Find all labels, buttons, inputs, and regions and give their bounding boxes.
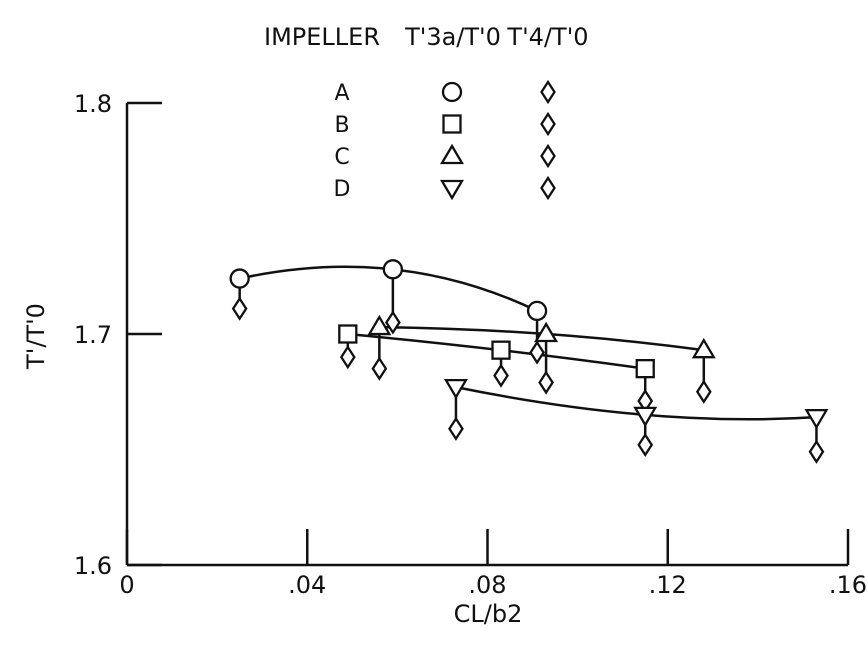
t4-point-impeller-d (637, 432, 654, 457)
t4-point-impeller-b (339, 344, 356, 370)
legend-t3a-marker-d (439, 179, 465, 201)
legend-t4-marker-a (540, 79, 556, 105)
t4-point-impeller-d (808, 439, 825, 464)
legend-t3a-marker-c (439, 143, 465, 165)
legend-t4-marker-b (540, 111, 556, 137)
t3a-point-impeller-b (635, 358, 655, 379)
legend-label-d: D (334, 177, 351, 202)
data-marks (229, 259, 829, 464)
x-axis-label: CL/b2 (454, 600, 523, 628)
x-tick-label: .04 (288, 571, 326, 599)
t4-point-impeller-c (371, 356, 388, 381)
legend-label-c: C (334, 145, 349, 170)
t4-point-impeller-c (538, 370, 554, 395)
t4-point-impeller-d (448, 416, 464, 441)
t4-point-impeller-a (384, 310, 401, 335)
legend-t4-marker-d (540, 175, 556, 201)
x-tick-label: 0 (119, 571, 134, 599)
t4-point-impeller-c (695, 379, 712, 404)
t3a-point-impeller-c (691, 337, 716, 359)
legend-header-t3a: T'3a/T'0 (404, 23, 501, 51)
y-tick-label: 1.6 (74, 552, 112, 580)
axes: 0 .04 .08 .12 .16 1.6 1.7 1.8 CL/b2 T'/T'0 (22, 90, 867, 628)
legend-label-a: A (334, 81, 349, 106)
curve-impeller-d (455, 385, 817, 421)
y-tick-label: 1.7 (74, 321, 112, 349)
t3a-point-impeller-d (804, 409, 829, 430)
legend-header-t4: T'4/T'0 (506, 23, 588, 51)
t4-point-impeller-b (493, 363, 509, 388)
legend-t4-marker-c (540, 143, 556, 169)
t3a-point-impeller-c (367, 314, 392, 336)
t3a-point-impeller-a (229, 268, 250, 289)
x-tick-label: .12 (649, 571, 687, 599)
x-tick-label: .08 (468, 571, 506, 599)
t3a-point-impeller-a (382, 259, 404, 280)
t3a-point-impeller-a (526, 300, 548, 322)
t4-point-impeller-a (529, 340, 545, 365)
legend-label-b: B (334, 113, 349, 138)
legend-t3a-marker-a (441, 81, 463, 103)
t3a-point-impeller-b (491, 340, 511, 360)
fit-curves (239, 265, 817, 421)
x-tick-label: .16 (829, 571, 867, 599)
y-tick-label: 1.8 (74, 90, 112, 118)
t4-point-impeller-a (231, 296, 248, 321)
y-axis-label: T'/T'0 (22, 303, 50, 370)
t3a-point-impeller-b (338, 324, 358, 344)
legend-t3a-marker-b (442, 114, 462, 134)
legend-header-impeller: IMPELLER (264, 23, 380, 51)
t3a-point-impeller-d (633, 406, 658, 428)
t3a-point-impeller-d (443, 378, 468, 400)
t3a-point-impeller-c (534, 321, 559, 343)
